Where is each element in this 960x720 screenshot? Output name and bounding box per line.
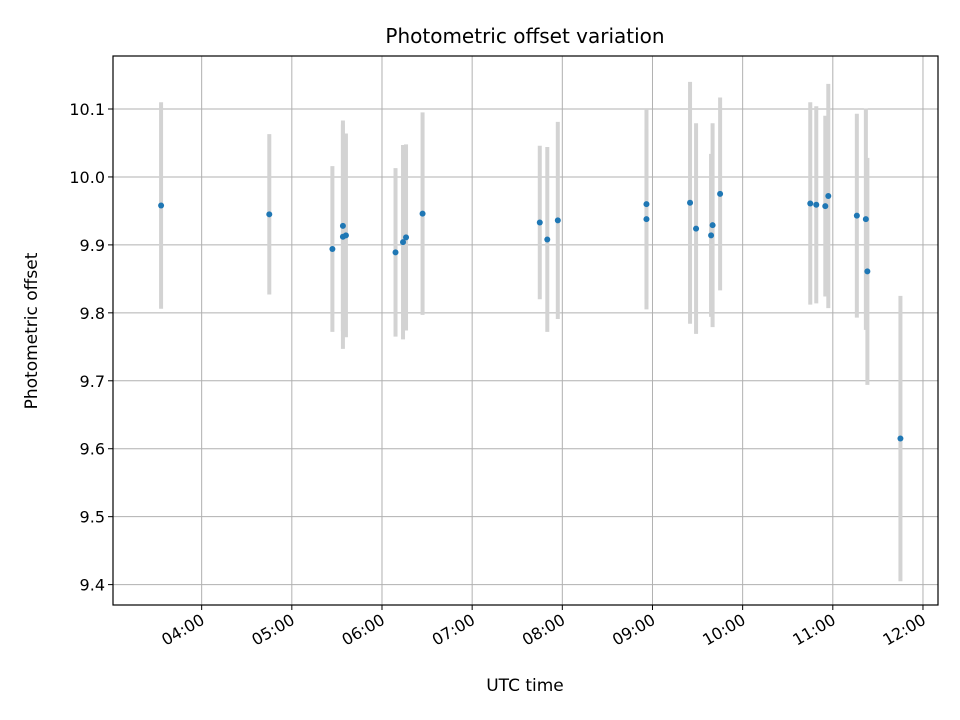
y-axis: 9.4 9.5 9.6 9.7 9.8 9.9 10.0 10.1 bbox=[69, 100, 113, 595]
y-tick-label: 9.5 bbox=[80, 508, 105, 527]
y-tick-label: 9.7 bbox=[80, 372, 105, 391]
data-point bbox=[266, 211, 273, 218]
data-point bbox=[329, 245, 336, 252]
data-point bbox=[158, 202, 165, 209]
y-tick-label: 9.8 bbox=[80, 304, 105, 323]
data-point bbox=[342, 232, 349, 239]
data-point bbox=[536, 219, 543, 226]
y-tick-label: 10.1 bbox=[69, 100, 105, 119]
data-point bbox=[643, 201, 650, 208]
data-point bbox=[807, 200, 814, 207]
data-point bbox=[864, 268, 871, 275]
data-point bbox=[862, 216, 869, 223]
data-point bbox=[400, 239, 407, 246]
data-point bbox=[403, 234, 410, 241]
y-tick-label: 9.6 bbox=[80, 440, 105, 459]
data-point bbox=[897, 435, 904, 442]
data-point bbox=[339, 222, 346, 229]
data-point bbox=[687, 199, 694, 206]
data-point bbox=[853, 212, 860, 219]
data-point bbox=[813, 201, 820, 208]
chart-title: Photometric offset variation bbox=[385, 24, 664, 48]
data-point bbox=[825, 192, 832, 199]
data-point bbox=[708, 232, 715, 239]
y-tick-label: 9.9 bbox=[80, 236, 105, 255]
y-axis-title: Photometric offset bbox=[22, 252, 42, 409]
y-tick-label: 10.0 bbox=[69, 168, 105, 187]
grid bbox=[113, 56, 938, 605]
data-point bbox=[643, 216, 650, 223]
plot-frame bbox=[112, 55, 939, 606]
data-point bbox=[822, 203, 829, 210]
data-point bbox=[717, 190, 724, 197]
data-point bbox=[554, 217, 561, 224]
data-point bbox=[392, 249, 399, 256]
data-point bbox=[419, 210, 426, 217]
y-tick-label: 9.4 bbox=[80, 576, 105, 595]
data-points bbox=[158, 190, 904, 442]
data-point bbox=[693, 225, 700, 232]
data-point bbox=[709, 222, 716, 229]
data-point bbox=[544, 236, 551, 243]
x-axis-title: UTC time bbox=[486, 676, 564, 696]
